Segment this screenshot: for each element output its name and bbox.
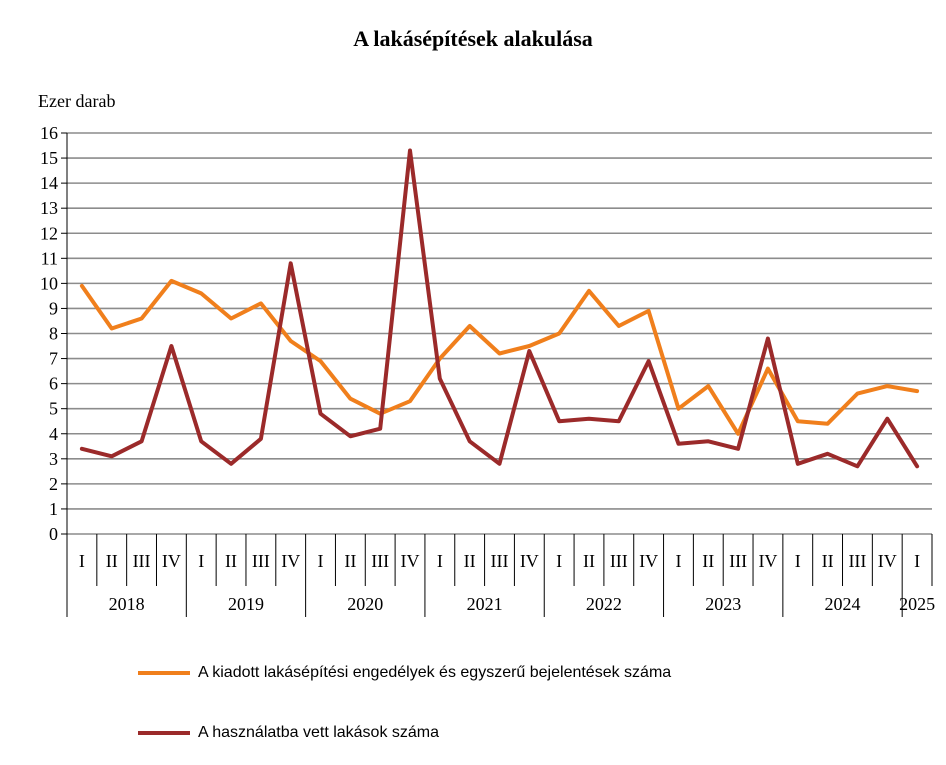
legend-label-permits: A kiadott lakásépítési engedélyek és egy… xyxy=(198,664,672,681)
x-quarter-label: I xyxy=(675,551,681,571)
x-quarter-label: III xyxy=(371,551,389,571)
x-axis: I II III IV I II III IV I II III IV I II III IV I II III IV… xyxy=(66,534,935,617)
x-quarter-label: I xyxy=(198,551,204,571)
y-tick-label: 2 xyxy=(49,474,58,494)
x-quarter-label: II xyxy=(822,551,834,571)
y-tick-label: 4 xyxy=(49,424,58,444)
y-tick-label: 7 xyxy=(49,349,58,369)
x-quarter-label: I xyxy=(437,551,443,571)
y-tick-label: 16 xyxy=(40,123,58,143)
x-year-label: 2023 xyxy=(705,594,741,614)
x-quarter-label: II xyxy=(106,551,118,571)
y-tick-label: 13 xyxy=(40,198,58,218)
x-year-label: 2020 xyxy=(347,594,383,614)
x-year-label: 2025 xyxy=(899,594,935,614)
x-quarter-label: IV xyxy=(758,551,777,571)
x-year-label: 2019 xyxy=(228,594,264,614)
legend-item-completed: A használatba vett lakások száma xyxy=(138,724,439,742)
y-tick-label: 5 xyxy=(49,399,58,419)
legend-item-permits: A kiadott lakásépítési engedélyek és egy… xyxy=(138,664,671,682)
x-quarter-label: II xyxy=(464,551,476,571)
x-quarter-label: II xyxy=(344,551,356,571)
y-tick-label: 1 xyxy=(49,499,58,519)
legend-swatch-permits xyxy=(138,671,190,675)
x-quarter-label: III xyxy=(848,551,866,571)
y-tick-label: 9 xyxy=(49,298,58,318)
x-quarter-label: IV xyxy=(878,551,897,571)
y-tick-label: 14 xyxy=(40,173,58,193)
x-year-label: 2021 xyxy=(467,594,503,614)
x-quarter-label: II xyxy=(225,551,237,571)
series-line-permits xyxy=(79,278,920,436)
x-quarter-label: III xyxy=(610,551,628,571)
x-quarter-label: III xyxy=(133,551,151,571)
x-quarter-label: III xyxy=(252,551,270,571)
x-year-label: 2022 xyxy=(586,594,622,614)
chart-title: A lakásépítések alakulása xyxy=(353,26,593,51)
x-quarter-label: IV xyxy=(639,551,658,571)
legend-swatch-completed xyxy=(138,731,190,735)
y-tick-label: 0 xyxy=(49,524,58,544)
x-quarter-label: III xyxy=(729,551,747,571)
y-axis-label: Ezer darab xyxy=(38,91,116,111)
y-tick-label: 10 xyxy=(40,273,58,293)
gridlines xyxy=(67,132,932,535)
y-tick-label: 6 xyxy=(49,374,58,394)
legend-label-completed: A használatba vett lakások száma xyxy=(198,724,440,741)
series-lines xyxy=(79,148,920,469)
x-quarter-label: II xyxy=(583,551,595,571)
x-year-label: 2018 xyxy=(109,594,145,614)
x-quarter-label: I xyxy=(79,551,85,571)
y-tick-label: 8 xyxy=(49,324,58,344)
x-quarter-label: I xyxy=(914,551,920,571)
x-quarter-label: IV xyxy=(401,551,420,571)
x-year-label: 2024 xyxy=(825,594,861,614)
y-tick-label: 3 xyxy=(49,449,58,469)
x-quarter-label: III xyxy=(491,551,509,571)
x-quarter-label: II xyxy=(702,551,714,571)
x-quarter-label: IV xyxy=(162,551,181,571)
y-tick-label: 11 xyxy=(41,248,58,268)
x-quarter-label: IV xyxy=(520,551,539,571)
series-line-completed xyxy=(79,148,920,469)
y-tick-label: 15 xyxy=(40,148,58,168)
x-quarter-label: I xyxy=(318,551,324,571)
x-quarter-label: IV xyxy=(281,551,300,571)
x-quarter-label: I xyxy=(556,551,562,571)
y-tick-label: 12 xyxy=(40,223,58,243)
x-quarter-label: I xyxy=(795,551,801,571)
